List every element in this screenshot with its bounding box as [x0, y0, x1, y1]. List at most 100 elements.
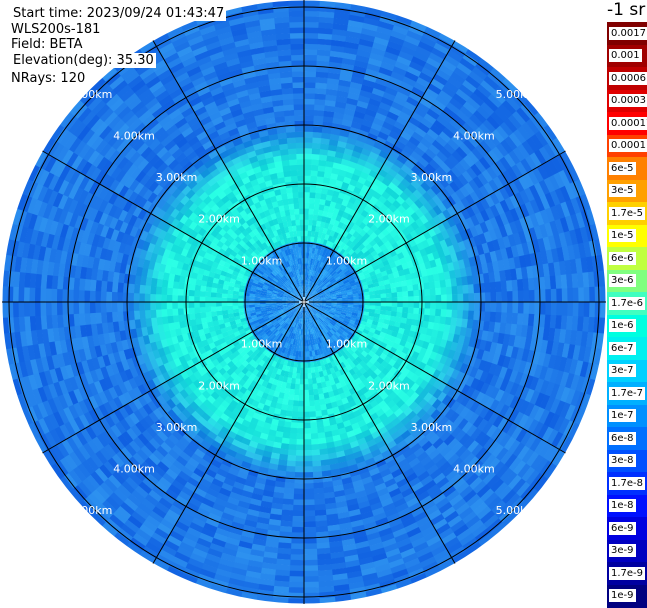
- radar-cell: [290, 554, 304, 560]
- radar-cell: [155, 294, 161, 302]
- radar-cell: [413, 308, 419, 315]
- radar-cell: [501, 291, 507, 302]
- radar-cell: [117, 302, 123, 312]
- radar-cell: [139, 310, 145, 319]
- radar-cell: [117, 292, 123, 302]
- radar-cell: [150, 309, 156, 318]
- radar-cell: [294, 483, 304, 489]
- radar-cell: [292, 521, 304, 527]
- radar-cell: [402, 291, 408, 297]
- radar-cell: [296, 450, 304, 456]
- radar-cell: [295, 378, 300, 384]
- radar-cell: [106, 302, 112, 313]
- radar-cell: [304, 527, 317, 533]
- radar-cell: [287, 405, 294, 412]
- radar-cell: [133, 293, 139, 302]
- radar-cell: [451, 310, 457, 319]
- radar-cell: [293, 494, 304, 500]
- radar-cell: [106, 291, 112, 302]
- radar-cell: [474, 302, 480, 312]
- radar-cell: [567, 302, 573, 317]
- radar-cell: [304, 538, 317, 544]
- radar-cell: [7, 301, 13, 317]
- radar-cell: [295, 461, 304, 467]
- radar-cell: [292, 406, 298, 412]
- radar-cell: [313, 132, 323, 138]
- radar-cell: [161, 302, 167, 310]
- radar-cell: [304, 99, 315, 105]
- radar-cell: [474, 293, 480, 303]
- radar-cell: [304, 192, 310, 198]
- radar-cell: [304, 230, 308, 236]
- radar-cell: [289, 571, 304, 577]
- radar-cell: [309, 203, 315, 209]
- radar-cell: [496, 292, 502, 303]
- radar-cell: [413, 290, 419, 297]
- radar-cell: [540, 302, 546, 315]
- radar-cell: [402, 286, 408, 292]
- radar-cell: [73, 289, 79, 302]
- radar-cell: [556, 288, 562, 302]
- radar-cell: [303, 576, 318, 582]
- radar-cell: [295, 466, 304, 472]
- radar-cell: [595, 302, 601, 318]
- radar-cell: [57, 289, 63, 302]
- radar-cell: [312, 455, 321, 461]
- radar-cell: [299, 384, 304, 390]
- radar-cell: [545, 289, 551, 302]
- radar-cell: [293, 395, 299, 401]
- radar-cell: [308, 225, 312, 231]
- radar-cell: [441, 295, 447, 303]
- radar-cell: [284, 482, 294, 489]
- radar-cell: [573, 302, 579, 317]
- radar-cell: [128, 311, 135, 321]
- radar-cell: [309, 406, 315, 412]
- radar-cell: [304, 543, 317, 549]
- radar-cell: [304, 77, 316, 83]
- radar-cell: [312, 148, 321, 154]
- radar-cell: [403, 297, 409, 303]
- radar-cell: [441, 302, 447, 310]
- radar-cell: [310, 428, 317, 434]
- radar-cell: [62, 302, 68, 315]
- radar-cell: [392, 297, 398, 302]
- radar-cell: [589, 287, 595, 303]
- radar-cell: [304, 186, 310, 192]
- radar-cell: [304, 499, 315, 505]
- radar-cell: [484, 311, 491, 321]
- radar-cell: [501, 302, 507, 313]
- radar-cell: [435, 288, 441, 296]
- radar-cell: [380, 293, 386, 298]
- radar-cell: [286, 466, 296, 472]
- radar-cell: [304, 44, 318, 50]
- radar-cell: [216, 297, 222, 302]
- radar-cell: [484, 282, 491, 292]
- radar-cell: [312, 460, 321, 466]
- radar-cell: [298, 412, 304, 418]
- radar-cell: [304, 148, 312, 154]
- radar-cell: [200, 307, 206, 313]
- radar-cell: [304, 33, 319, 39]
- radar-cell: [199, 296, 205, 302]
- radar-cell: [188, 296, 194, 302]
- radar-cell: [134, 310, 140, 320]
- radar-cell: [391, 287, 397, 293]
- radar-cell: [288, 449, 297, 455]
- radar-cell: [293, 499, 304, 505]
- radar-cell: [145, 310, 151, 319]
- radar-cell: [128, 302, 134, 312]
- radar-cell: [161, 309, 167, 317]
- radar-cell: [172, 295, 178, 302]
- radar-cell: [370, 295, 376, 299]
- radar-cell: [556, 302, 562, 316]
- radar-cell: [485, 292, 491, 302]
- radar-cell: [161, 294, 167, 302]
- radar-cell: [414, 302, 420, 308]
- radar-cell: [304, 38, 318, 44]
- radar-cell: [380, 306, 386, 311]
- radar-cell: [396, 286, 402, 292]
- radar-cell: [304, 11, 320, 17]
- radar-cell: [304, 467, 313, 473]
- radar-cell: [293, 505, 304, 511]
